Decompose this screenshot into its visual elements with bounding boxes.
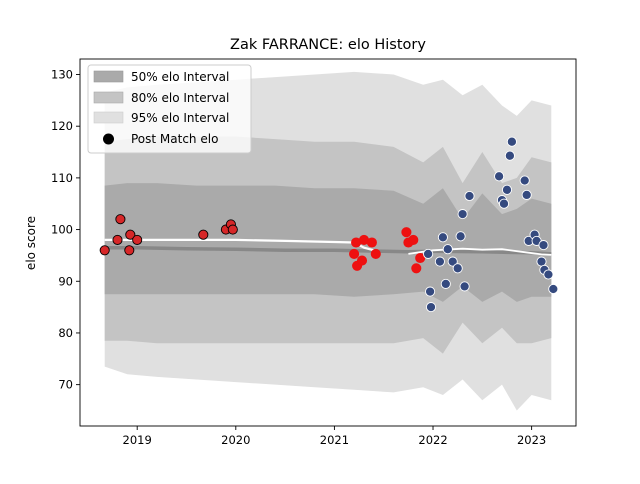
post-match-elo-point-blue [459, 281, 470, 292]
post-match-elo-point-red [349, 248, 360, 259]
post-match-elo-point-dark-red [112, 234, 123, 245]
post-match-elo-point-blue [452, 263, 463, 274]
y-tick-label: 120 [51, 119, 73, 133]
x-tick-label: 2021 [320, 433, 349, 447]
post-match-elo-point-blue [464, 190, 475, 202]
post-match-elo-point-red [411, 263, 422, 274]
legend-swatch-95-interval [93, 111, 124, 124]
post-match-elo-point-blue [457, 209, 468, 220]
legend-frame [87, 64, 252, 154]
legend-swatch-80-interval [93, 91, 124, 104]
y-tick-label: 110 [51, 171, 73, 185]
post-match-elo-point-blue [543, 269, 554, 280]
legend-swatch-50-interval [93, 70, 124, 83]
post-match-elo-point-dark-red [132, 234, 143, 245]
y-tick-label: 100 [51, 223, 73, 237]
y-tick-label: 130 [51, 68, 73, 82]
post-match-elo-point-red [356, 255, 368, 266]
post-match-elo-point-blue [440, 278, 451, 289]
x-tick-label: 2022 [418, 433, 447, 447]
post-match-elo-point-blue [425, 302, 437, 313]
legend-label-post-match: Post Match elo [131, 132, 218, 146]
post-match-elo-point-blue [498, 198, 510, 209]
post-match-elo-point-blue [538, 240, 549, 251]
post-match-elo-point-blue [501, 184, 513, 195]
y-tick-label: 80 [58, 326, 73, 340]
post-match-elo-point-red [408, 234, 419, 245]
elo-trend-line-white [104, 238, 375, 252]
post-match-elo-point-blue [548, 283, 559, 295]
post-match-elo-point-dark-red [99, 245, 110, 256]
legend-label-80-interval: 80% elo Interval [131, 91, 229, 105]
post-match-elo-point-dark-red [198, 229, 209, 240]
post-match-elo-point-blue [425, 286, 436, 297]
y-tick-label: 70 [58, 378, 73, 392]
post-match-elo-point-blue [455, 231, 466, 242]
post-match-elo-point-dark-red [115, 214, 126, 225]
elo-trend-line-white-late [408, 247, 552, 256]
x-tick-label: 2020 [221, 433, 250, 447]
post-match-elo-point-blue [494, 171, 505, 182]
y-tick-label: 90 [58, 274, 73, 288]
post-match-elo-point-blue [442, 244, 453, 255]
post-match-elo-point-blue [447, 256, 458, 267]
post-match-elo-point-blue [521, 189, 532, 200]
post-match-elo-point-blue [423, 248, 434, 259]
post-match-elo-point-blue [506, 136, 517, 147]
post-match-elo-point-red [370, 248, 381, 259]
legend-label-95-interval: 95% elo Interval [131, 111, 229, 125]
plot-area: 2019 2020 2021 2022 2023 70 80 90 100 110 120 130 [51, 58, 577, 447]
post-match-elo-point-dark-red [227, 224, 238, 235]
post-match-elo-point-red [415, 252, 426, 264]
post-match-elo-point-red [401, 227, 412, 238]
plot-frame [79, 58, 577, 427]
y-axis-label: elo score [24, 216, 38, 270]
x-tick-label: 2023 [517, 433, 546, 447]
x-tick-label: 2019 [123, 433, 152, 447]
legend-label-50-interval: 50% elo Interval [131, 70, 229, 84]
elo-trend-line-grey [104, 245, 552, 256]
post-match-elo-point-blue [519, 175, 530, 186]
legend: 50% elo Interval 80% elo Interval 95% el… [87, 64, 252, 154]
post-match-elo-point-blue [437, 232, 448, 243]
post-match-elo-point-blue [536, 256, 547, 267]
post-match-elo-point-blue [504, 150, 515, 161]
post-match-elo-point-red [366, 237, 377, 248]
post-match-elo-point-blue [434, 256, 445, 267]
post-match-elo-point-dark-red [125, 229, 136, 240]
chart-title: Zak FARRANCE: elo History [230, 37, 426, 53]
post-match-elo-point-dark-red [124, 245, 135, 256]
legend-marker-post-match [103, 133, 114, 145]
